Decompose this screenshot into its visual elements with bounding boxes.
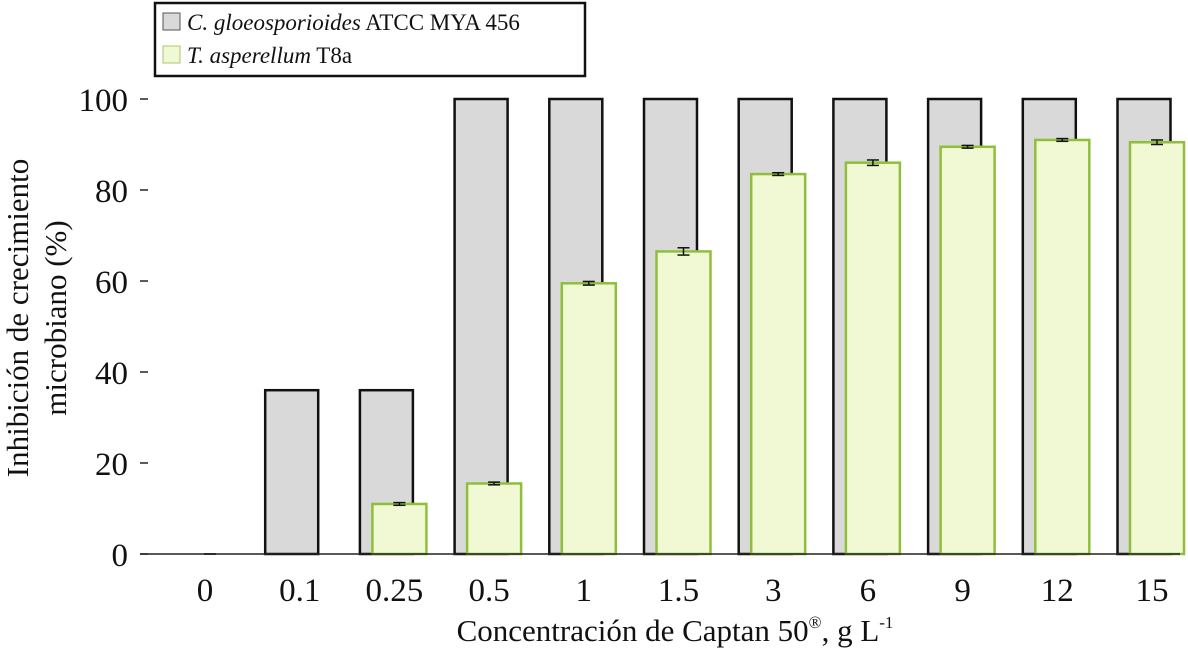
y-tick-label: 80	[95, 174, 128, 210]
x-tick-label: 0	[197, 573, 214, 609]
x-axis-title: Concentración de Captan 50®, g L-1	[457, 613, 894, 648]
error-bar-t-asperellum	[1056, 137, 1069, 143]
x-tick-label: 3	[765, 573, 782, 609]
x-tick-label: 6	[860, 573, 877, 609]
bar-c-gloeosporioides	[453, 97, 509, 556]
x-axis: 0 0.1 0.25 0.5 1 1.5 3 6 9 12 15	[197, 573, 1169, 609]
error-bar-t-asperellum	[866, 159, 879, 167]
legend-swatch-t-asperellum	[162, 45, 181, 64]
x-tick-label: 1	[576, 573, 593, 609]
bar-t-asperellum	[371, 502, 428, 556]
x-tick-label: 12	[1041, 573, 1074, 609]
x-tick-label: 0.25	[366, 573, 424, 609]
error-bar-t-asperellum	[582, 280, 595, 286]
y-tick-label: 20	[95, 447, 128, 483]
x-tick-label: 0.1	[279, 573, 320, 609]
legend-label-t-asperellum: T. asperellum T8a	[187, 43, 352, 68]
legend-box	[153, 1, 587, 78]
error-bar-t-asperellum	[488, 481, 501, 486]
error-bar-t-asperellum	[772, 171, 785, 177]
x-tick-label: 15	[1136, 573, 1169, 609]
x-tick-label: 1.5	[658, 573, 699, 609]
bar-t-asperellum	[939, 145, 996, 556]
legend: C. gloeosporioides ATCC MYA 456 T. asper…	[153, 1, 587, 78]
y-axis-title-line2: microbiano (%)	[38, 220, 73, 415]
error-bar-t-asperellum	[1151, 139, 1163, 146]
y-tick-label: 60	[95, 265, 128, 301]
y-tick-label: 40	[95, 356, 128, 392]
bar-t-asperellum	[560, 282, 618, 556]
y-axis: 0 20 40 60 80 100	[79, 83, 148, 574]
bar-t-asperellum	[465, 482, 523, 556]
x-tick-label: 9	[954, 573, 971, 609]
bar-c-gloeosporioides	[263, 388, 320, 556]
y-tick-label: 0	[112, 538, 129, 574]
bars	[204, 97, 1186, 556]
y-tick-label: 100	[79, 83, 129, 119]
error-bar-t-asperellum	[961, 144, 974, 149]
legend-label-c-gloeosporioides: C. gloeosporioides ATCC MYA 456	[187, 10, 520, 35]
bar-t-asperellum	[655, 250, 712, 556]
error-bar-t-asperellum	[393, 501, 406, 507]
legend-swatch-c-gloeosporioides	[162, 12, 181, 31]
y-axis-title-line1: Inhibición de crecimiento	[0, 159, 35, 478]
bar-t-asperellum	[1034, 138, 1091, 556]
error-bar-t-asperellum	[677, 247, 690, 256]
bar-t-asperellum	[749, 172, 807, 556]
x-tick-label: 0.5	[468, 573, 509, 609]
bar-t-asperellum	[1128, 140, 1186, 556]
bar-t-asperellum	[844, 161, 902, 556]
